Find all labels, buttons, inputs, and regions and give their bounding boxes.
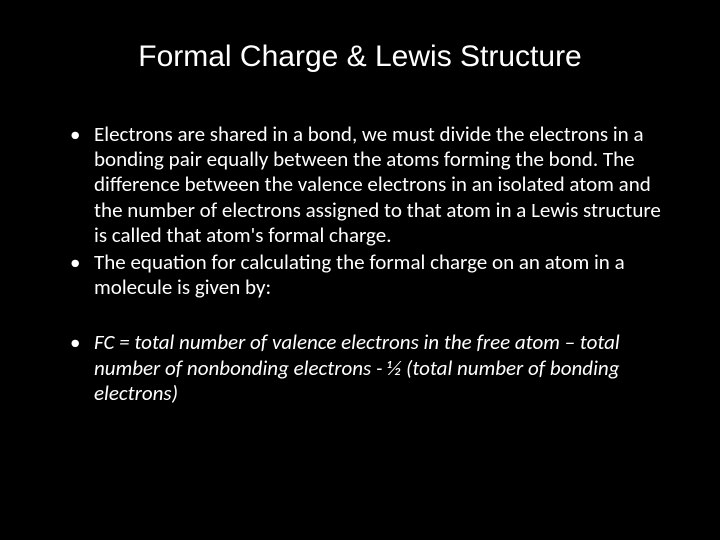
slide: Formal Charge & Lewis Structure Electron… [0, 0, 720, 540]
slide-title: Formal Charge & Lewis Structure [50, 40, 670, 74]
bullet-item-3: FC = total number of valence electrons i… [70, 330, 670, 406]
bullet-list: Electrons are shared in a bond, we must … [50, 122, 670, 406]
bullet-item-1: Electrons are shared in a bond, we must … [70, 122, 670, 248]
bullet-item-3-text: FC = total number of valence electrons i… [94, 329, 620, 405]
bullet-item-2: The equation for calculating the formal … [70, 250, 670, 300]
